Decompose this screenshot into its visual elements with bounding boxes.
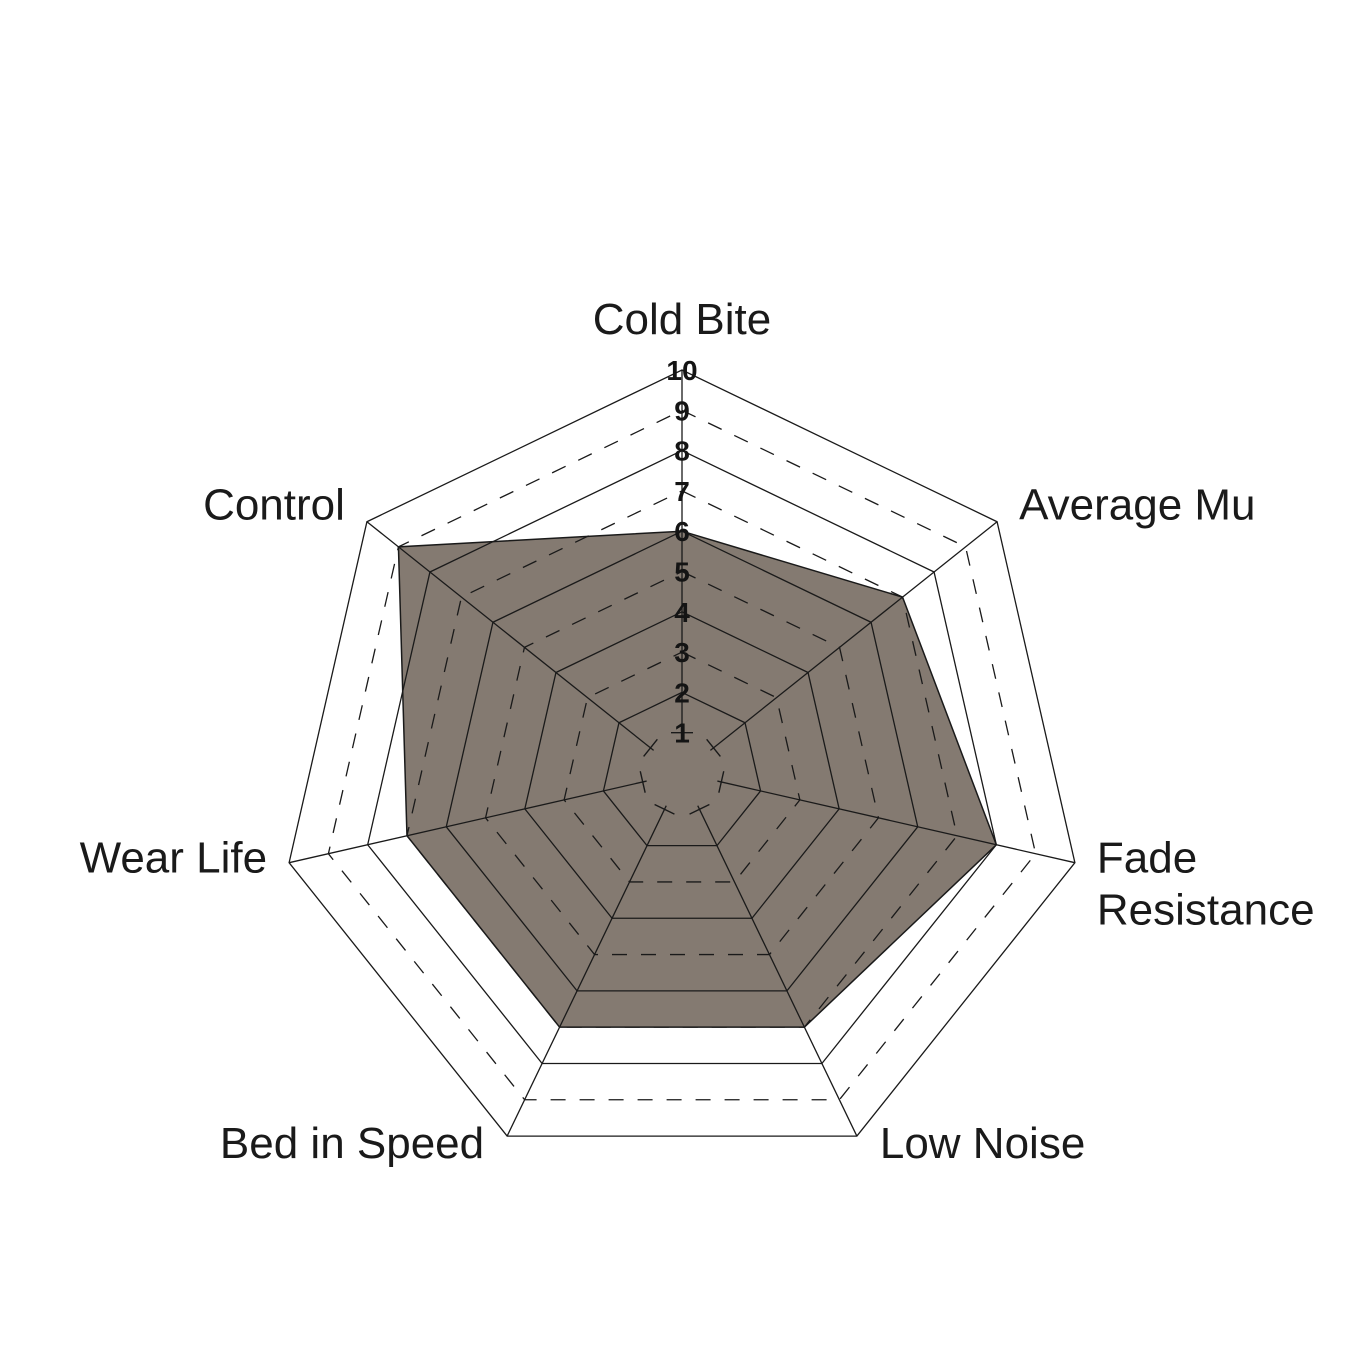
svg-text:7: 7 [674, 476, 690, 507]
svg-text:Control: Control [203, 481, 345, 530]
svg-text:Fade: Fade [1097, 834, 1197, 883]
svg-text:5: 5 [674, 557, 690, 588]
svg-text:1: 1 [674, 718, 690, 749]
svg-text:Average Mu: Average Mu [1019, 481, 1255, 530]
svg-text:4: 4 [674, 597, 690, 628]
svg-text:Cold Bite: Cold Bite [593, 295, 772, 344]
svg-text:Resistance: Resistance [1097, 886, 1315, 935]
svg-text:3: 3 [674, 637, 690, 668]
svg-text:Low Noise: Low Noise [880, 1119, 1085, 1168]
svg-text:Bed in Speed: Bed in Speed [220, 1119, 484, 1168]
svg-text:6: 6 [674, 516, 690, 547]
svg-text:2: 2 [674, 677, 690, 708]
svg-text:8: 8 [674, 436, 690, 467]
svg-text:10: 10 [666, 355, 697, 386]
svg-text:Wear Life: Wear Life [80, 834, 268, 883]
svg-text:9: 9 [674, 395, 690, 426]
